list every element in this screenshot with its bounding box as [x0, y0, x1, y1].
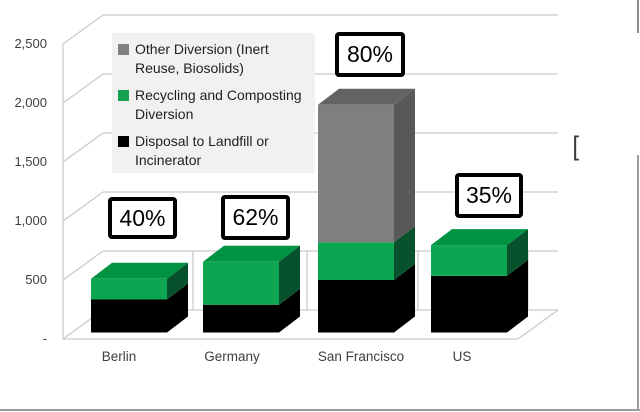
chart-legend[interactable]: Other Diversion (Inert Reuse, Biosolids)… [112, 33, 315, 173]
category-label-germany: Germany [204, 349, 260, 364]
callout-germany-percent[interactable]: 62% [221, 195, 290, 240]
legend-item-disposal[interactable]: Disposal to Landfill or Incinerator [117, 132, 315, 170]
page-border-right-bottom [637, 155, 639, 410]
bar-san-francisco-side-face[interactable] [394, 88, 415, 243]
category-label-us: US [452, 349, 472, 364]
callout-san-francisco-percent[interactable]: 80% [335, 32, 405, 77]
gridline-diagonal [62, 191, 104, 222]
category-label-berlin: Berlin [101, 349, 137, 364]
legend-swatch-green-icon [118, 90, 129, 101]
y-tick-label: 1,000 [14, 213, 47, 228]
page-border-bottom [0, 409, 640, 411]
legend-item-recycling[interactable]: Recycling and Composting Diversion [117, 86, 315, 124]
bar-san-francisco-front-face[interactable] [318, 242, 394, 280]
bar-us-side-face[interactable] [507, 259, 528, 333]
bar-us-top-face[interactable] [431, 229, 528, 246]
y-tick-label: 1,500 [14, 154, 47, 169]
bar-germany-front-face[interactable] [203, 304, 279, 333]
legend-item-label: Recycling and Composting Diversion [135, 87, 302, 122]
gridline-diagonal [62, 73, 104, 104]
callout-berlin-percent[interactable]: 40% [108, 197, 177, 239]
bar-san-francisco-side-face[interactable] [394, 226, 415, 280]
bar-berlin-side-face[interactable] [167, 283, 188, 333]
bar-san-francisco-front-face[interactable] [318, 279, 394, 333]
gridline-diagonal [62, 132, 104, 163]
bar-berlin-front-face[interactable] [91, 278, 167, 300]
y-tick-label: - [42, 331, 47, 346]
bar-berlin-top-face[interactable] [91, 262, 188, 279]
bar-us-side-face[interactable] [507, 229, 528, 276]
bar-us-front-face[interactable] [431, 245, 507, 276]
legend-item-label: Other Diversion (Inert Reuse, Biosolids) [135, 41, 269, 76]
bar-germany-front-face[interactable] [203, 261, 279, 305]
y-tick-label: 500 [25, 272, 47, 287]
bar-germany-side-face[interactable] [279, 288, 300, 333]
legend-swatch-black-icon [118, 136, 129, 147]
bar-berlin-side-face[interactable] [167, 262, 188, 300]
floor-right-edge [517, 309, 559, 340]
bar-germany-side-face[interactable] [279, 245, 300, 305]
y-tick-label: 2,000 [14, 95, 47, 110]
legend-item-other-diversion[interactable]: Other Diversion (Inert Reuse, Biosolids) [117, 40, 315, 78]
legend-item-label: Disposal to Landfill or Incinerator [135, 133, 269, 168]
bar-san-francisco-top-face[interactable] [318, 88, 415, 105]
legend-swatch-gray-icon [118, 44, 129, 55]
category-label-san-francisco: San Francisco [317, 349, 405, 364]
gridline-diagonal [62, 250, 104, 281]
bar-berlin-front-face[interactable] [91, 299, 167, 333]
page-border-right-top [637, 0, 639, 33]
text-placeholder-bracket[interactable]: [ [572, 131, 580, 161]
bar-us-front-face[interactable] [431, 275, 507, 333]
bar-san-francisco-front-face[interactable] [318, 104, 394, 243]
gridline-diagonal [62, 14, 104, 45]
bar-germany-top-face[interactable] [203, 245, 300, 262]
bar-san-francisco-side-face[interactable] [394, 263, 415, 333]
y-tick-label: 2,500 [14, 36, 47, 51]
callout-us-percent[interactable]: 35% [455, 173, 523, 218]
